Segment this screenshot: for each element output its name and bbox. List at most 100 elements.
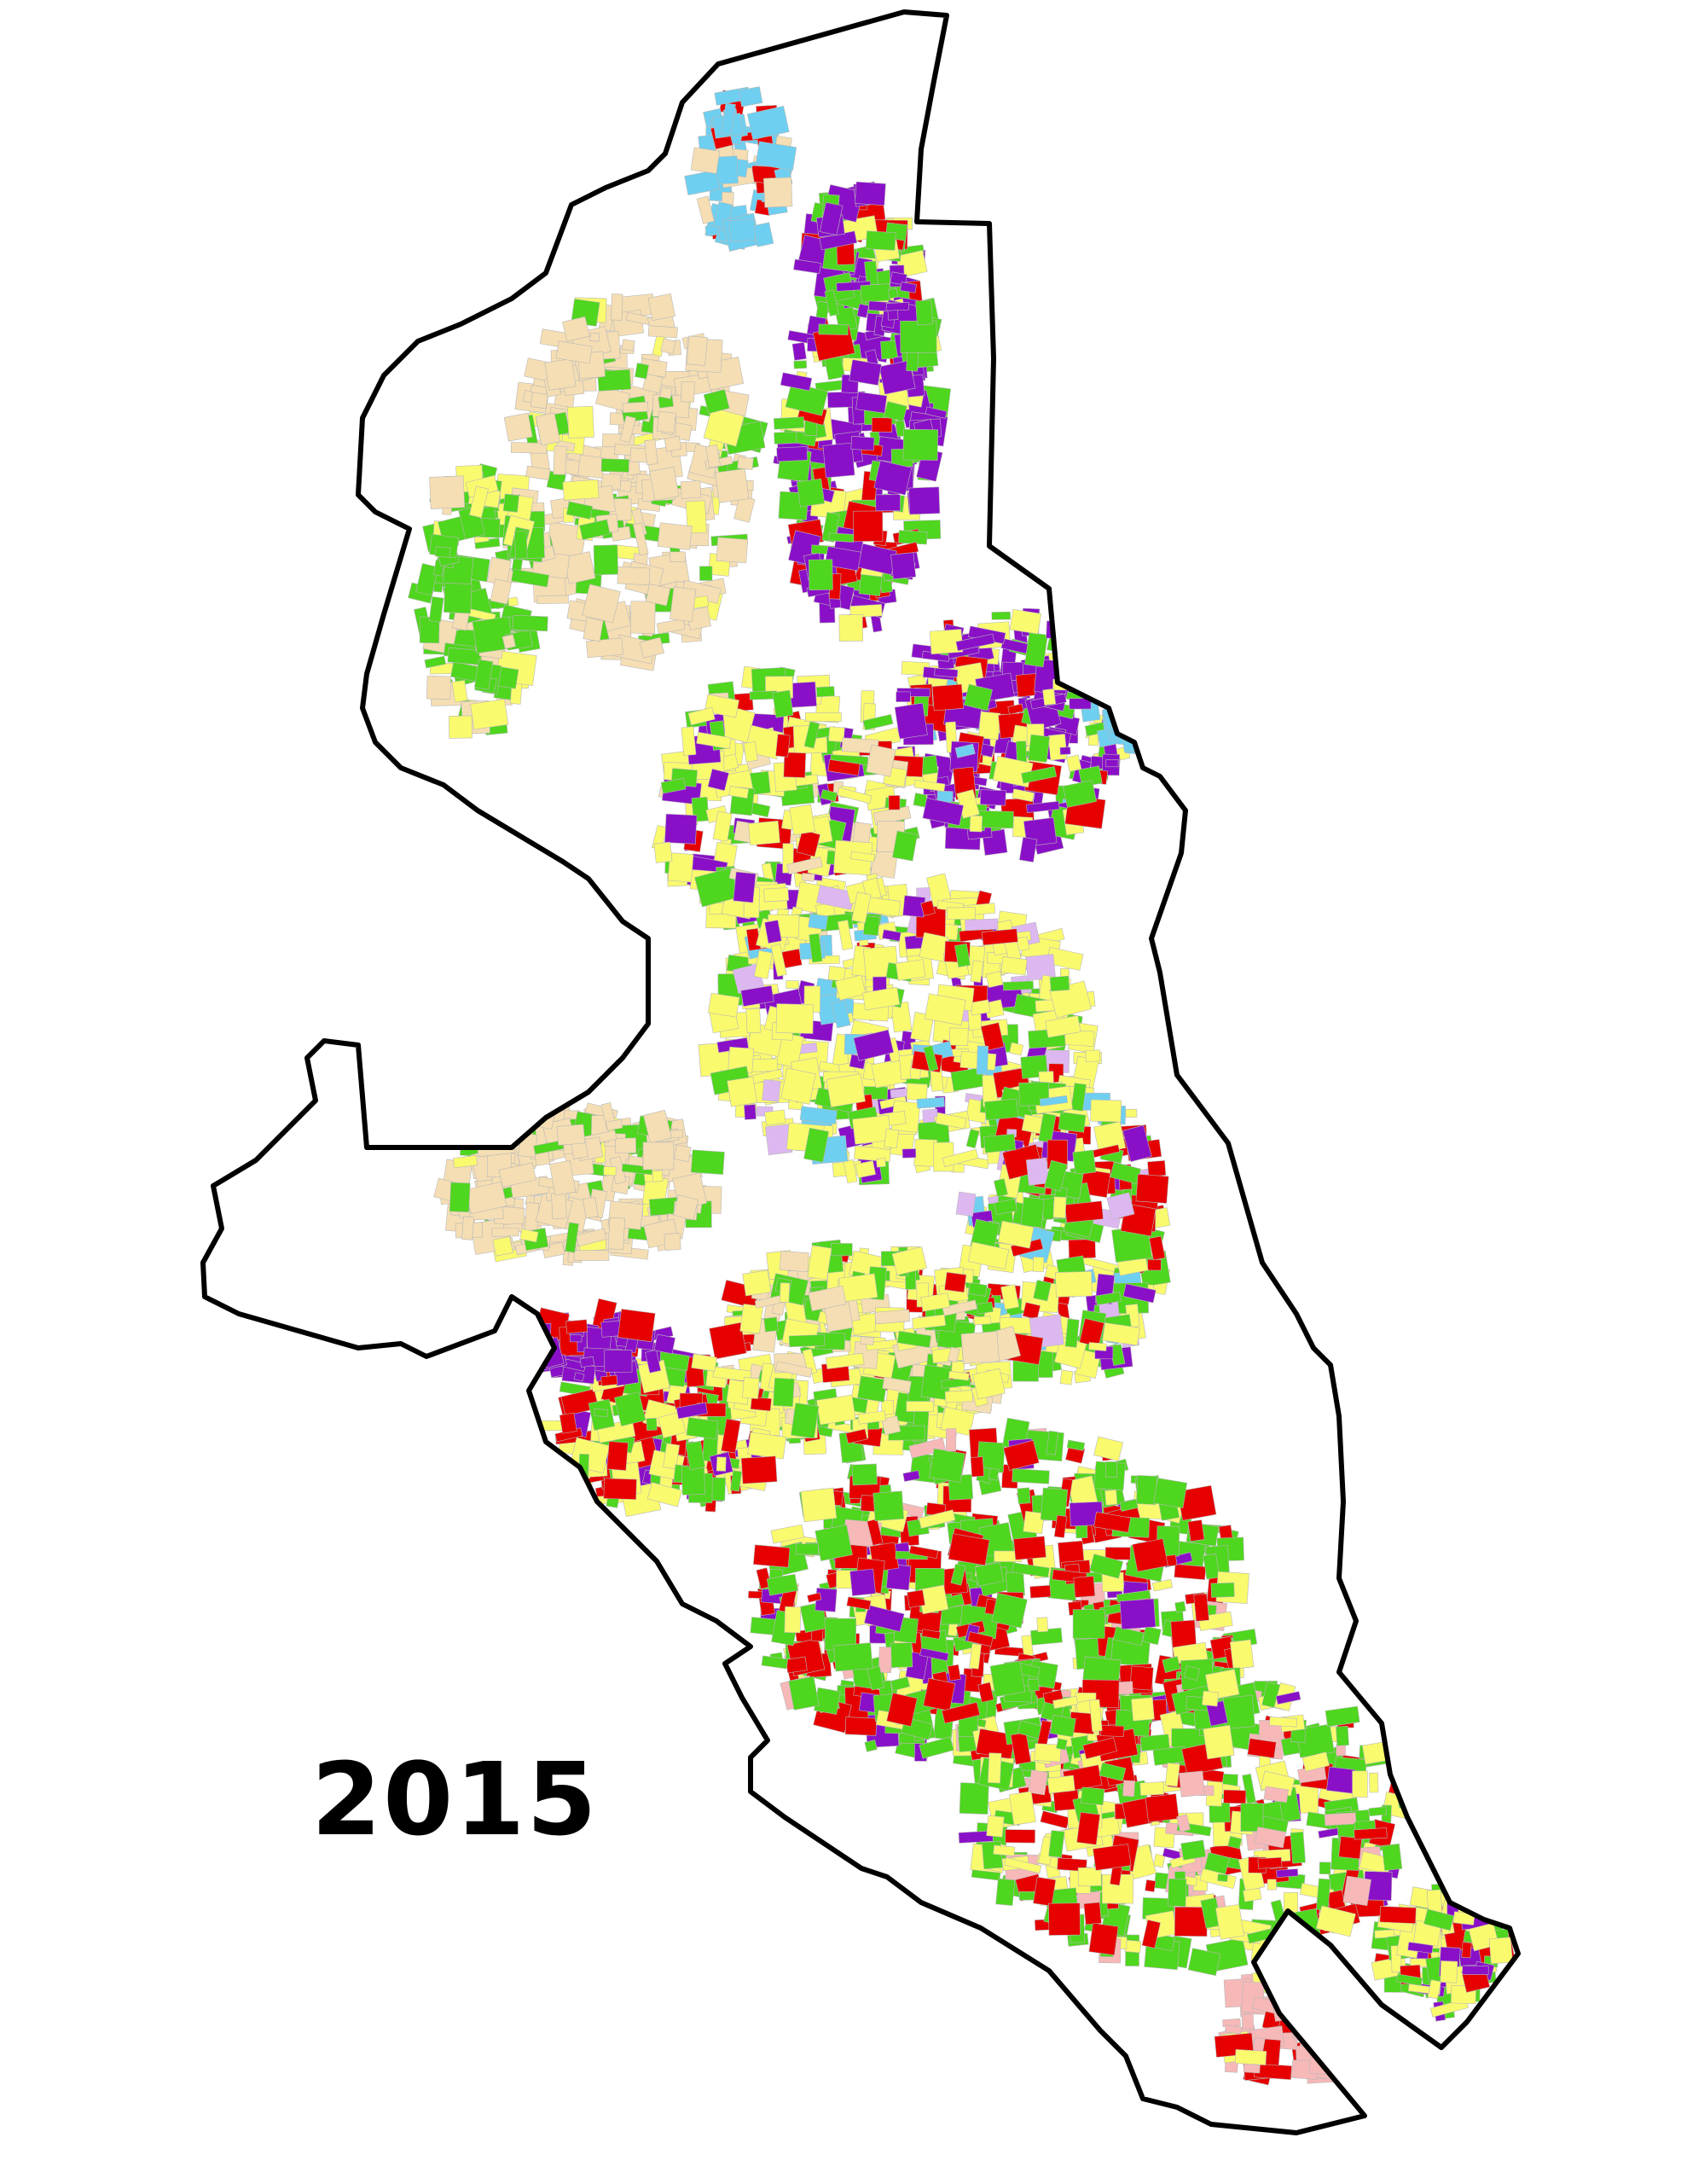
parcel-light-blue — [1103, 682, 1142, 710]
parcel-purple — [875, 494, 901, 512]
parcel-tan — [621, 339, 635, 351]
parcel-red — [923, 1677, 956, 1711]
parcel-yellow — [884, 1128, 900, 1149]
parcel-yellow — [448, 715, 472, 739]
parcel-green — [988, 1467, 1000, 1481]
parcel-tan — [656, 618, 686, 635]
parcel-pink — [1340, 2035, 1353, 2060]
parcel-tan — [510, 442, 548, 454]
parcel-green — [774, 431, 797, 444]
parcel-purple — [1064, 635, 1102, 660]
parcel-yellow — [764, 1109, 786, 1126]
parcel-tan — [589, 332, 600, 342]
parcel-yellow — [875, 1158, 886, 1168]
parcel-pink — [1331, 2040, 1364, 2074]
parcel-purple — [776, 446, 809, 462]
parcel-green — [484, 1118, 519, 1141]
parcel-green — [579, 519, 611, 541]
parcel-yellow — [1325, 1989, 1353, 2003]
parcel-yellow — [1085, 1049, 1101, 1063]
parcel-green — [1063, 780, 1097, 808]
parcel-tan — [860, 1336, 874, 1345]
parcel-light-blue — [1144, 729, 1162, 748]
parcel-red — [1132, 1538, 1168, 1572]
parcel-green — [1002, 980, 1034, 991]
parcel-green — [898, 530, 928, 545]
parcel-red — [1088, 1922, 1119, 1956]
parcel-purple — [780, 372, 813, 392]
parcel-light-blue — [1119, 684, 1151, 695]
parcel-purple — [873, 460, 913, 496]
parcel-red — [559, 1412, 577, 1434]
parcel-green — [791, 1403, 820, 1439]
parcel-yellow — [492, 1236, 513, 1257]
parcel-tan — [874, 1309, 911, 1325]
parcel-yellow — [1270, 1971, 1314, 2009]
parcel-red — [1007, 703, 1024, 715]
parcel-yellow — [988, 1752, 1002, 1784]
parcel-green — [788, 1334, 826, 1348]
parcel-pink — [1322, 2043, 1340, 2063]
parcel-green — [690, 1149, 725, 1175]
parcel-yellow — [1042, 688, 1057, 706]
parcel-tan — [664, 1233, 681, 1251]
parcel-yellow — [1440, 1960, 1458, 1984]
parcel-tan — [779, 1251, 809, 1273]
parcel-red — [944, 1271, 967, 1293]
parcel-red — [1174, 1906, 1208, 1937]
parcel-red — [1040, 1810, 1070, 1829]
parcel-green — [1012, 1468, 1050, 1484]
parcel-yellow — [603, 1166, 617, 1176]
parcel-lavender — [762, 1079, 781, 1102]
parcel-light-blue — [1116, 679, 1142, 712]
parcel-yellow — [748, 820, 780, 846]
parcel-green — [965, 1129, 980, 1149]
parcel-tan — [426, 675, 451, 700]
parcel-red — [600, 1374, 618, 1386]
parcel-green — [890, 1642, 913, 1668]
parcel-yellow — [1032, 1257, 1045, 1272]
parcel-light-blue — [1136, 729, 1149, 742]
parcel-pink — [946, 1428, 957, 1452]
parcel-yellow — [1369, 1772, 1379, 1793]
parcel-yellow — [895, 959, 926, 981]
parcel-tan — [583, 617, 604, 642]
parcel-yellow — [919, 932, 948, 962]
parcel-green — [1139, 1734, 1170, 1751]
parcel-yellow — [969, 815, 983, 833]
parcel-pink — [1301, 2007, 1334, 2035]
parcel-red — [750, 1396, 772, 1412]
parcel-tan — [647, 325, 678, 339]
parcel-green — [900, 320, 937, 353]
parcel-tan — [562, 316, 590, 342]
parcel-green — [959, 1782, 989, 1815]
parcel-pink — [1320, 1985, 1339, 2014]
parcel-green — [1056, 1738, 1068, 1751]
parcel-green — [981, 1840, 1003, 1870]
parcel-yellow — [703, 407, 745, 447]
parcel-yellow — [1052, 1196, 1067, 1218]
parcel-purple — [849, 359, 882, 386]
parcel-yellow — [1357, 1999, 1369, 2015]
parcel-green — [815, 1525, 853, 1561]
parcel-green — [883, 401, 907, 422]
parcel-yellow — [1215, 1903, 1244, 1940]
parcel-yellow — [1347, 1995, 1367, 2012]
parcel-green — [887, 288, 899, 299]
parcel-purple — [1122, 1124, 1152, 1163]
parcel-purple — [896, 691, 911, 703]
parcel-green — [594, 1409, 608, 1417]
parcel-light-blue — [1120, 687, 1161, 723]
parcel-red — [1129, 1665, 1154, 1691]
parcel-green — [991, 1593, 1028, 1629]
parcel-tan — [645, 584, 671, 607]
parcel-red — [844, 1716, 878, 1736]
parcel-red — [1048, 1902, 1081, 1936]
parcel-green — [434, 546, 451, 558]
parcel-red — [1379, 1906, 1417, 1925]
parcel-green — [772, 689, 794, 718]
parcel-tan — [670, 551, 686, 563]
parcel-green — [1072, 1149, 1097, 1176]
parcel-yellow — [1125, 1108, 1138, 1118]
parcel-light-blue — [1127, 720, 1163, 742]
